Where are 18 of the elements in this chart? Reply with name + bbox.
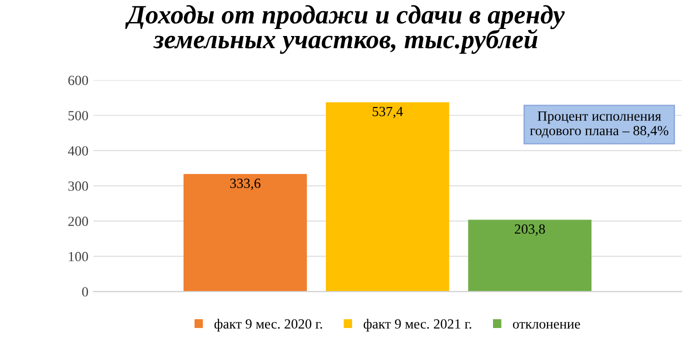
y-tick-label: 0: [82, 287, 88, 297]
chart-title: Доходы от продажи и сдачи в аренду земельных участков, тыс.рублей: [125, 5, 565, 54]
legend-label: факт 9 мес. 2020 г.: [214, 318, 322, 332]
y-tick-label: 100: [68, 252, 88, 262]
y-tick-label: 300: [68, 181, 88, 191]
legend-label: отклонение: [512, 322, 580, 329]
annotation: Процент исполнения годового плана – 88,4%: [530, 112, 668, 138]
legend-label: факт 9 мес. 2021 г.: [364, 318, 472, 332]
bar: [184, 174, 307, 292]
y-tick-label: 600: [68, 76, 88, 86]
data-label: 203,8: [514, 224, 545, 236]
y-tick-label: 400: [68, 146, 88, 156]
bar: [326, 102, 450, 292]
y-tick-label: 200: [68, 216, 88, 226]
bar: [468, 220, 592, 292]
y-tick-label: 500: [68, 110, 88, 120]
data-label: 333,6: [230, 178, 260, 190]
data-label: 537,4: [372, 106, 403, 118]
